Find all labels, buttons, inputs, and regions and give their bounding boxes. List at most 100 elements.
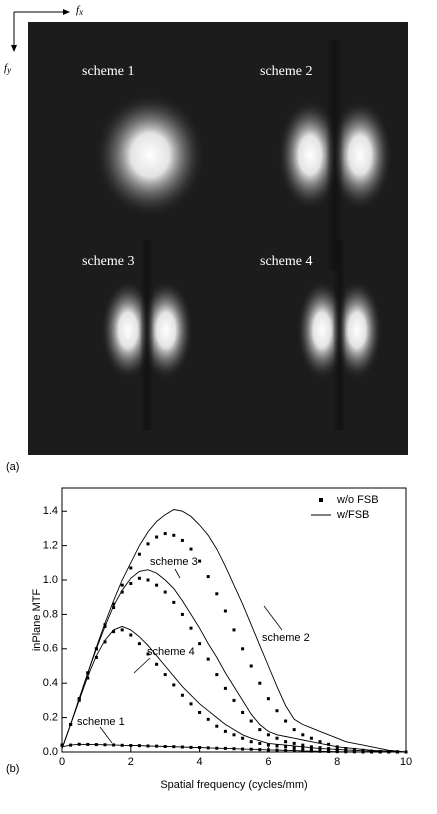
curve-marker (309, 736, 313, 740)
y-tick-label: 0.6 (43, 643, 58, 655)
curve-marker (94, 655, 98, 659)
fy-label: fy (4, 62, 11, 76)
scheme-label: scheme 4 (260, 254, 312, 269)
annotation-arrow (99, 726, 113, 744)
x-tick-label: 10 (400, 756, 412, 768)
curve-marker (112, 602, 116, 606)
curve-line (61, 569, 407, 753)
curve-marker (198, 710, 202, 714)
curve-marker (327, 748, 331, 752)
curve-marker (129, 581, 133, 585)
curve-marker (318, 746, 322, 750)
x-tick-label: 4 (197, 756, 203, 768)
curve-marker (60, 743, 64, 747)
curve-marker (241, 647, 245, 651)
curve-marker (223, 729, 227, 733)
y-tick-label: 0.0 (43, 746, 58, 758)
annotation: scheme 3 (150, 556, 198, 568)
curve-marker (344, 749, 348, 753)
curve-marker (137, 642, 141, 646)
blob-gap (333, 240, 346, 430)
curve-marker (155, 662, 159, 666)
panel-label: (a) (6, 461, 19, 473)
curve-marker (318, 740, 322, 744)
panel-label: (b) (6, 763, 19, 775)
x-tick-label: 0 (59, 756, 65, 768)
curve-marker (155, 535, 159, 539)
curve-marker (137, 552, 141, 556)
curve-marker (86, 676, 90, 680)
curve-marker (301, 743, 305, 747)
y-tick-label: 0.2 (43, 712, 58, 724)
curve-marker (112, 630, 116, 634)
annotation-arrow (263, 605, 283, 631)
curve-marker (172, 533, 176, 537)
curve-line (61, 625, 407, 753)
blob (95, 93, 205, 217)
curve-marker (318, 748, 322, 752)
curve-marker (198, 559, 202, 563)
curve-marker (292, 741, 296, 745)
curve-marker (361, 749, 365, 753)
curve-marker (275, 744, 279, 748)
curve-marker (292, 746, 296, 750)
curve-marker (129, 566, 133, 570)
scheme-label: scheme 1 (82, 64, 134, 79)
curve-marker (155, 583, 159, 587)
curve-marker (249, 664, 253, 668)
curve-line (61, 743, 406, 753)
curve-marker (189, 547, 193, 551)
arrow-head (11, 45, 17, 52)
curve-marker (198, 642, 202, 646)
curve-marker (215, 724, 219, 728)
curve-marker (266, 743, 270, 747)
fy-main: f (4, 62, 9, 74)
curve-marker (146, 652, 150, 656)
curve-marker (344, 747, 348, 751)
annotation: scheme 2 (262, 632, 310, 644)
curve-marker (232, 733, 236, 737)
curve-marker (249, 719, 253, 723)
annotation: scheme 4 (147, 646, 195, 658)
curve-marker (258, 741, 262, 745)
curve-marker (232, 698, 236, 702)
curve-marker (292, 728, 296, 732)
x-tick-label: 6 (265, 756, 271, 768)
curve-marker (258, 728, 262, 732)
legend-label: w/FSB (336, 509, 369, 521)
curve-marker (206, 717, 210, 721)
blob-gap (326, 40, 344, 270)
arrow-head (63, 9, 70, 15)
curve-marker (275, 709, 279, 713)
curve-marker (137, 576, 141, 580)
curve-marker (241, 736, 245, 740)
curve-marker (223, 609, 227, 613)
fx-main: f (76, 4, 81, 16)
annotation-arrow (174, 568, 181, 579)
curve-marker (206, 657, 210, 661)
curve-marker (172, 600, 176, 604)
y-tick-label: 1.0 (43, 574, 58, 586)
curve-marker (129, 633, 133, 637)
fx-sub: x (78, 7, 83, 17)
curve-marker (163, 590, 167, 594)
curve-marker (103, 623, 107, 627)
curve-marker (120, 628, 124, 632)
annotation: scheme 1 (77, 716, 125, 728)
y-tick-label: 0.8 (43, 608, 58, 620)
curve-marker (327, 742, 331, 746)
curve-marker (241, 710, 245, 714)
y-axis-label: inPlane MTF (31, 589, 43, 652)
curve-marker (120, 583, 124, 587)
x-axis-label: Spatial frequency (cycles/mm) (160, 779, 307, 791)
curve-line (61, 509, 407, 753)
curve-marker (103, 640, 107, 644)
curve-marker (180, 538, 184, 542)
curve-marker (163, 532, 167, 536)
plot-frame (61, 487, 407, 753)
legend-marker (319, 498, 323, 502)
curve-marker (275, 736, 279, 740)
curve-marker (180, 693, 184, 697)
curve-marker (146, 542, 150, 546)
curve-marker (258, 681, 262, 685)
